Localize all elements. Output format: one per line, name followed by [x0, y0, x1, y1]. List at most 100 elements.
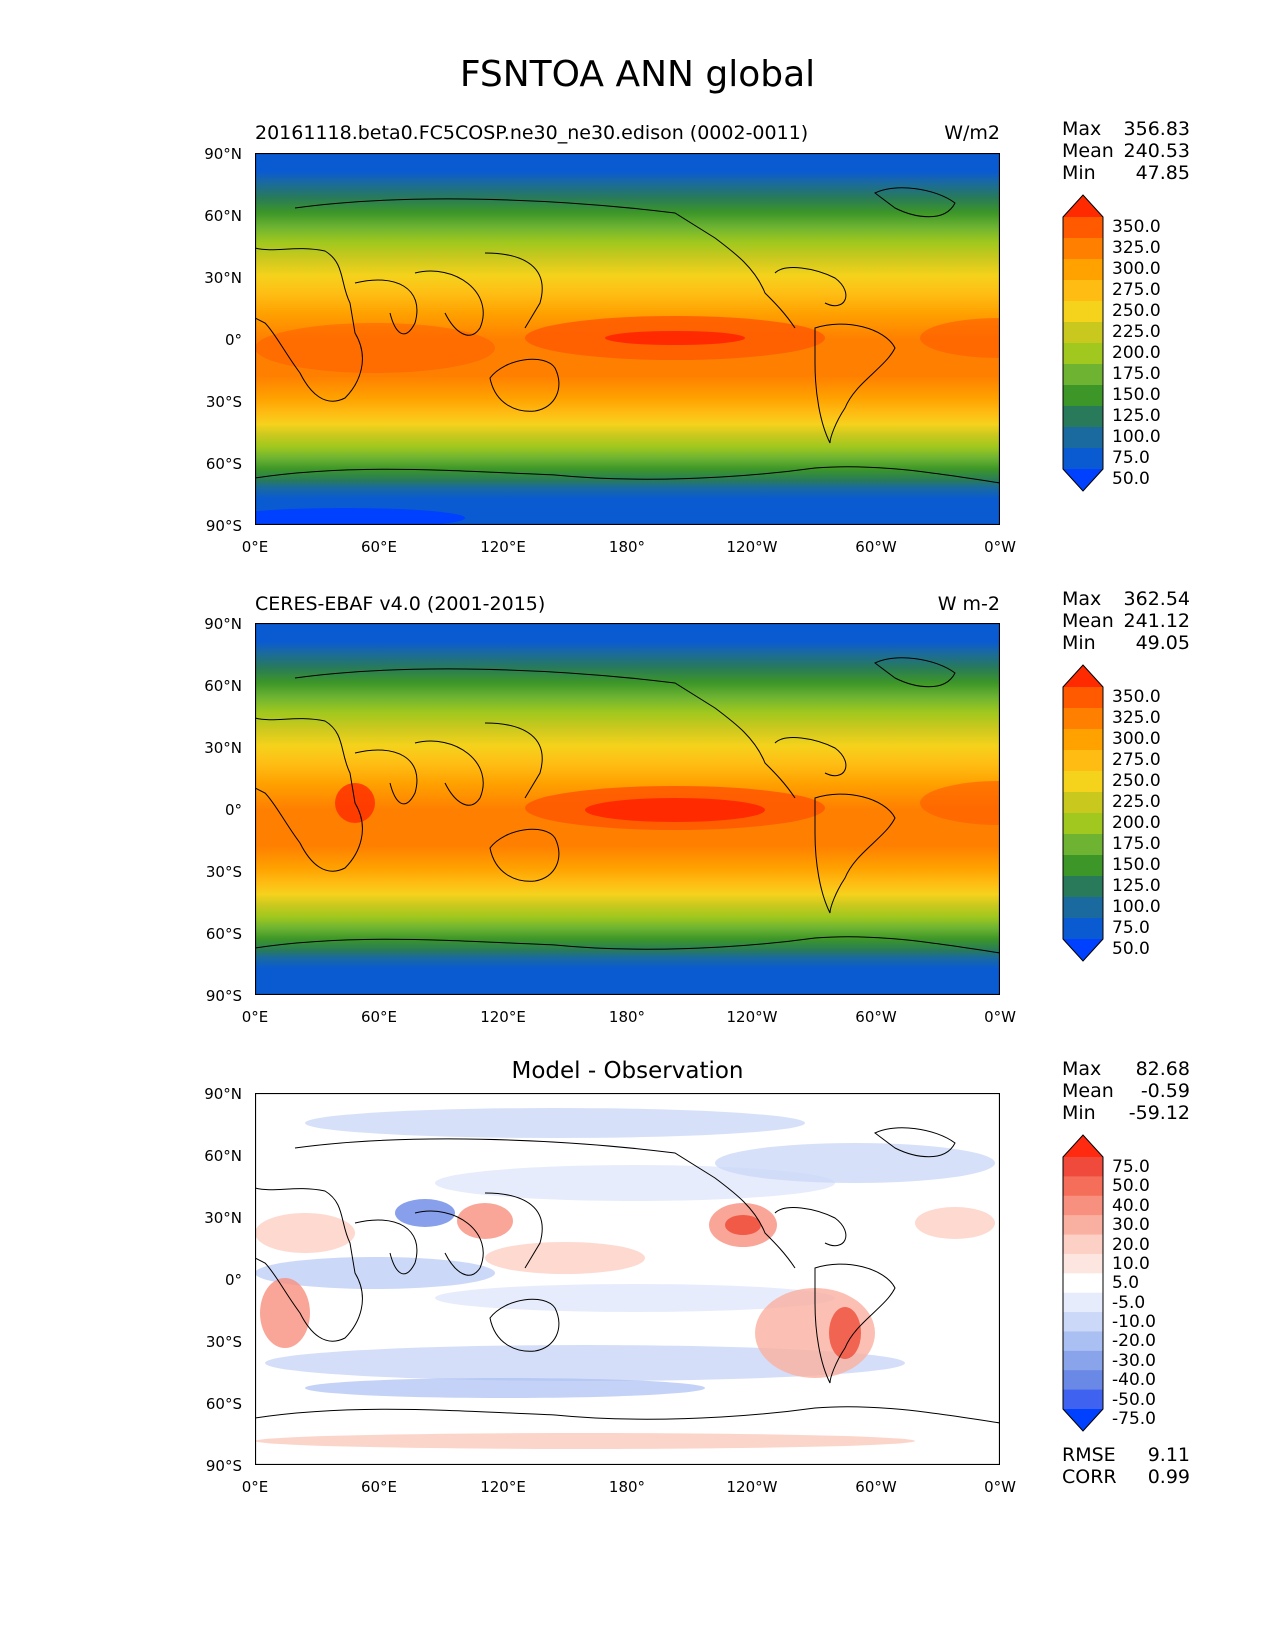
colorbar-tick-label: 225.0 [1112, 322, 1161, 342]
colorbar-segment [1063, 834, 1103, 856]
panel2-coastlines [255, 657, 1000, 954]
panel3-ytick-0: 0° [224, 1271, 242, 1289]
colorbar-segment [1063, 1157, 1103, 1177]
panel2-ytick-90n: 90°N [204, 615, 242, 633]
colorbar-extend-max [1063, 665, 1103, 687]
colorbar-tick-label: -10.0 [1112, 1312, 1156, 1333]
colorbar-outline [1062, 1134, 1104, 1432]
colorbar-tick-label: 40.0 [1112, 1195, 1150, 1216]
panel1-ytick-90s: 90°S [205, 517, 242, 535]
colorbar-tick-label: 250.0 [1112, 301, 1161, 321]
panel1-units: W/m2 [944, 122, 1000, 144]
colorbar-extend-min [1063, 1409, 1103, 1431]
panel1-xtick-120e: 120°E [480, 538, 526, 556]
colorbar-segment [1063, 343, 1103, 365]
colorbar-segment [1063, 364, 1103, 386]
colorbar-segment [1063, 813, 1103, 835]
panel2-ytick-60s: 60°S [205, 925, 242, 943]
colorbar-tick-label: 50.0 [1112, 469, 1150, 489]
panel1-coastlines [255, 187, 1000, 484]
panel1-atlantic-max [920, 318, 1000, 358]
panel3-xtick-60w: 60°W [855, 1478, 897, 1496]
colorbar-tick-label: 150.0 [1112, 855, 1161, 875]
colorbar-tick-label: 225.0 [1112, 792, 1161, 812]
colorbar-tick-label: 50.0 [1112, 939, 1150, 959]
panel2-ytick-30n: 30°N [204, 739, 242, 757]
panel1-xtick-60e: 60°E [360, 538, 398, 556]
panel1-ytick-90n: 90°N [204, 145, 242, 163]
panel2-xtick-180: 180° [608, 1008, 646, 1026]
colorbar-segment [1063, 448, 1103, 470]
colorbar-tick-label: 175.0 [1112, 364, 1161, 384]
colorbar-segment [1063, 322, 1103, 344]
figure-title: FSNTOA ANN global [459, 54, 816, 95]
panel1-xtick-0w: 0°W [984, 538, 1016, 556]
panel2-xtick-0w: 0°W [984, 1008, 1016, 1026]
colorbar-extend-min [1063, 939, 1103, 961]
colorbar-tick-label: 5.0 [1112, 1273, 1140, 1294]
colorbar-segment [1063, 708, 1103, 730]
panel3-xtick-180: 180° [608, 1478, 646, 1496]
colorbar-tick-label: 30.0 [1112, 1215, 1150, 1236]
panel2-title: CERES-EBAF v4.0 (2001-2015) [255, 593, 546, 615]
panel2-ytick-90s: 90°S [205, 987, 242, 1005]
panel3-colorbar [1062, 1134, 1104, 1432]
colorbar-extend-min [1063, 469, 1103, 491]
panel1-xtick-180: 180° [608, 538, 646, 556]
colorbar-segment [1063, 238, 1103, 260]
colorbar-segment [1063, 1331, 1103, 1352]
panel2-ytick-30s: 30°S [205, 863, 242, 881]
colorbar-tick-label: 75.0 [1112, 1157, 1150, 1177]
panel1-ytick-0: 0° [224, 331, 242, 349]
panel2-xtick-0e: 0°E [241, 1008, 269, 1026]
colorbar-tick-label: 100.0 [1112, 427, 1161, 447]
panel3-map [255, 1093, 1000, 1465]
colorbar-segment [1063, 385, 1103, 407]
colorbar-tick-label: 275.0 [1112, 750, 1161, 770]
panel1-xtick-60w: 60°W [855, 538, 897, 556]
panel3-xtick-0e: 0°E [241, 1478, 269, 1496]
corr-value: 0.99 [1147, 1466, 1190, 1488]
colorbar-segment [1063, 855, 1103, 877]
colorbar-segment [1063, 217, 1103, 239]
colorbar-tick-label: 300.0 [1112, 259, 1161, 279]
panel1-ytick-60n: 60°N [204, 207, 242, 225]
colorbar-tick-label: 300.0 [1112, 729, 1161, 749]
colorbar-tick-label: 75.0 [1112, 448, 1150, 468]
panel1-xtick-120w: 120°W [726, 538, 778, 556]
colorbar-tick-label: -75.0 [1112, 1409, 1156, 1429]
colorbar-tick-label: -50.0 [1112, 1389, 1156, 1410]
panel2-xtick-60w: 60°W [855, 1008, 897, 1026]
rmse-value: 9.11 [1147, 1444, 1190, 1466]
panel1-stats: Max 356.83 Mean 240.53 Min 47.85 [1062, 118, 1190, 184]
colorbar-segment [1063, 729, 1103, 751]
panel1-indian-max [255, 323, 495, 373]
panel1-pacific-core [605, 331, 745, 345]
panel3-ytick-60n: 60°N [204, 1147, 242, 1165]
colorbar-tick-label: -20.0 [1112, 1331, 1156, 1352]
colorbar-segment [1063, 1370, 1103, 1391]
panel3-stats: Max 82.68 Mean -0.59 Min -59.12 [1062, 1058, 1190, 1124]
colorbar-extend-max [1063, 1135, 1103, 1157]
panel3-xtick-0w: 0°W [984, 1478, 1016, 1496]
colorbar-segment [1063, 406, 1103, 428]
panel1-antarctic-min [255, 508, 465, 525]
panel3-metrics: RMSE 9.11 CORR 0.99 [1062, 1444, 1190, 1488]
colorbar-tick-label: 75.0 [1112, 918, 1150, 938]
panel2-colorbar [1062, 664, 1104, 962]
colorbar-segment [1063, 1389, 1103, 1410]
colorbar-tick-label: 200.0 [1112, 813, 1161, 833]
panel3-coastlines [255, 1127, 1000, 1424]
colorbar-segment [1063, 897, 1103, 919]
panel1-ytick-30s: 30°S [205, 393, 242, 411]
panel1-map [255, 153, 1000, 525]
colorbar-outline [1062, 664, 1104, 962]
panel2-ytick-0: 0° [224, 801, 242, 819]
panel2-stats: Max 362.54 Mean 241.12 Min 49.05 [1062, 588, 1190, 654]
colorbar-tick-label: 250.0 [1112, 771, 1161, 791]
colorbar-segment [1063, 1234, 1103, 1255]
colorbar-segment [1063, 687, 1103, 709]
panel3-xtick-120w: 120°W [726, 1478, 778, 1496]
panel3-xtick-60e: 60°E [360, 1478, 398, 1496]
colorbar-tick-label: 275.0 [1112, 280, 1161, 300]
